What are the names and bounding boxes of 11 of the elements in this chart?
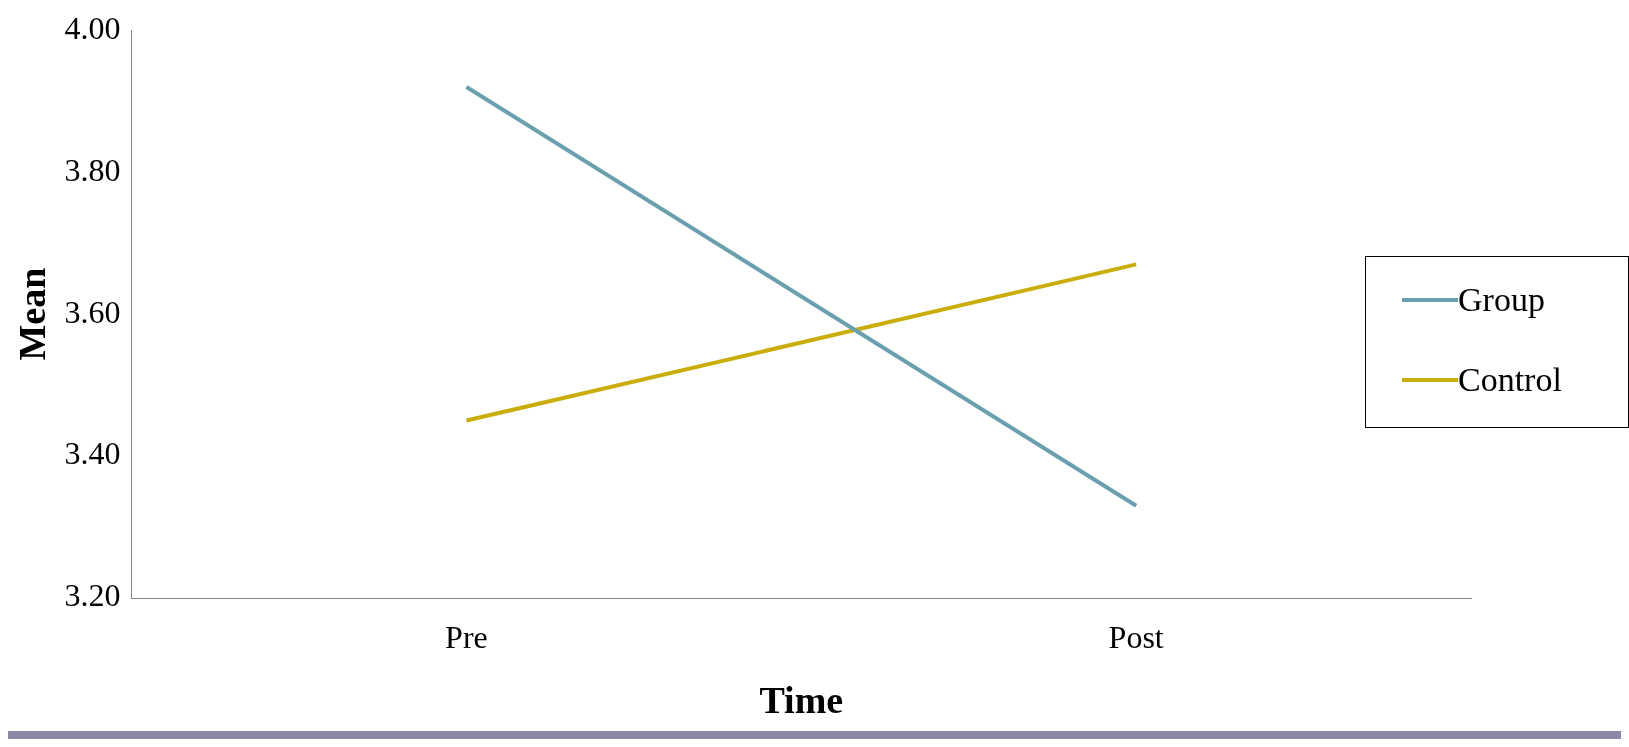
y-axis-title: Mean [10,267,53,361]
y-tick-label: 3.40 [64,435,121,472]
y-tick-label: 4.00 [64,9,121,46]
x-tick-label: Pre [445,618,488,655]
y-tick-label: 3.80 [64,151,121,188]
x-axis-title: Time [759,679,844,722]
x-tick-label: Post [1108,618,1164,655]
legend-label: Group [1458,281,1545,319]
y-tick-label: 3.20 [64,577,121,614]
legend-label: Control [1458,361,1562,399]
y-tick-label: 3.60 [64,293,121,330]
